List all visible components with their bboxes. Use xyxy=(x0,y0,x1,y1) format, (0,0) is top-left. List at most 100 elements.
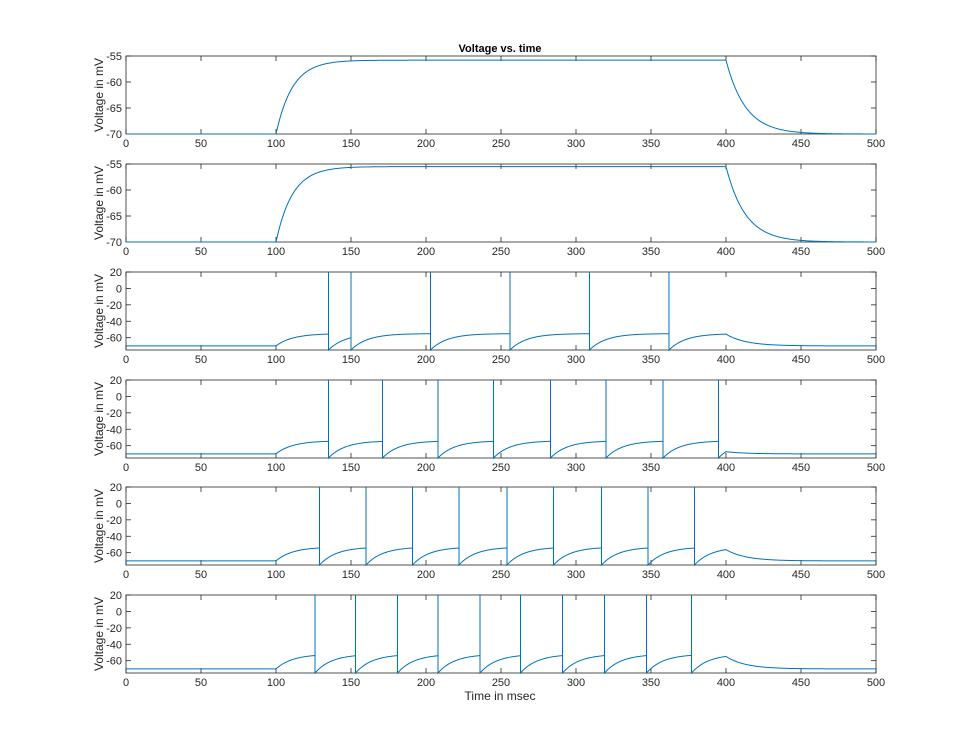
x-tick-label: 250 xyxy=(492,138,510,150)
x-tick-label: 400 xyxy=(717,138,735,150)
y-axis-label: Voltage in mV xyxy=(92,274,106,348)
x-tick-label: 200 xyxy=(417,677,435,689)
y-tick-label: -40 xyxy=(106,531,122,543)
y-tick-label: -60 xyxy=(106,656,122,668)
x-tick-label: 250 xyxy=(492,677,510,689)
x-tick-label: 450 xyxy=(792,246,810,258)
x-tick-label: 400 xyxy=(717,354,735,366)
x-tick-label: 400 xyxy=(717,677,735,689)
y-tick-label: -40 xyxy=(106,316,122,328)
x-tick-label: 100 xyxy=(267,246,285,258)
y-tick-label: -70 xyxy=(106,129,122,141)
y-tick-label: -40 xyxy=(106,424,122,436)
x-tick-label: 150 xyxy=(342,354,360,366)
x-tick-label: 500 xyxy=(867,354,885,366)
y-tick-label: 20 xyxy=(110,267,122,279)
voltage-trace-2 xyxy=(126,166,877,243)
x-tick-label: 300 xyxy=(567,246,585,258)
y-axis-label: Voltage in mV xyxy=(92,597,106,671)
x-tick-label: 250 xyxy=(492,569,510,581)
x-tick-label: 300 xyxy=(567,138,585,150)
y-tick-label: 20 xyxy=(110,375,122,387)
y-tick-label: -60 xyxy=(106,77,122,89)
y-tick-label: -60 xyxy=(106,548,122,560)
x-tick-label: 150 xyxy=(342,569,360,581)
x-tick-label: 100 xyxy=(267,354,285,366)
axes-box xyxy=(125,594,877,674)
x-tick-label: 500 xyxy=(867,677,885,689)
x-tick-label: 500 xyxy=(867,246,885,258)
voltage-trace-4 xyxy=(126,380,876,460)
x-tick-label: 200 xyxy=(417,354,435,366)
subplot-6: 0 50 100 150 200 250 300 350 400 450 500200-20-40-… xyxy=(92,590,885,689)
x-tick-label: 300 xyxy=(567,569,585,581)
x-tick-label: 0 xyxy=(123,246,129,258)
x-tick-label: 100 xyxy=(267,462,285,474)
subplot-4: 0 50 100 150 200 250 300 350 400 450 500200-20-40-… xyxy=(92,375,885,474)
x-tick-label: 450 xyxy=(792,677,810,689)
y-tick-label: 20 xyxy=(110,482,122,494)
y-tick-label: -20 xyxy=(106,623,122,635)
x-tick-label: 50 xyxy=(195,462,207,474)
x-tick-label: 0 xyxy=(123,138,129,150)
subplot-2: 0 50 100 150 200 250 300 350 400 450 500 -55 -60 -65 -… xyxy=(92,159,885,258)
axes-box xyxy=(125,379,877,459)
y-tick-label: -70 xyxy=(106,237,122,249)
y-axis-label: Voltage in mV xyxy=(92,382,106,456)
x-tick-label: 50 xyxy=(195,677,207,689)
voltage-trace-6 xyxy=(126,595,876,675)
y-tick-label: 20 xyxy=(110,590,122,602)
subplot-3: 0 50 100 150 200 250 300 350 400 450 500200-20-40-… xyxy=(92,267,885,366)
x-tick-label: 150 xyxy=(342,246,360,258)
x-tick-label: 200 xyxy=(417,246,435,258)
x-tick-label: 400 xyxy=(717,462,735,474)
x-tick-label: 50 xyxy=(195,138,207,150)
chart-title: Voltage vs. time xyxy=(459,43,542,55)
x-tick-label: 150 xyxy=(342,138,360,150)
axes-box xyxy=(125,271,877,351)
x-tick-label: 50 xyxy=(195,569,207,581)
subplot-5: 0 50 100 150 200 250 300 350 400 450 500200-20-40-… xyxy=(92,482,885,581)
x-tick-label: 300 xyxy=(567,677,585,689)
x-tick-label: 350 xyxy=(642,354,660,366)
x-tick-label: 350 xyxy=(642,138,660,150)
y-tick-label: 0 xyxy=(116,391,122,403)
x-tick-label: 0 xyxy=(123,569,129,581)
x-tick-label: 0 xyxy=(123,354,129,366)
subplot-1: 0 50 100 150 200 250 300 350 400 450 500 -55 -60 -65 -… xyxy=(92,51,885,150)
y-tick-label: 0 xyxy=(116,498,122,510)
y-tick-label: -60 xyxy=(106,185,122,197)
x-tick-label: 350 xyxy=(642,677,660,689)
x-tick-label: 250 xyxy=(492,246,510,258)
y-axis-label: Voltage in mV xyxy=(92,58,106,132)
y-tick-label: -65 xyxy=(106,103,122,115)
y-tick-label: 0 xyxy=(116,606,122,618)
voltage-trace-3 xyxy=(126,272,876,352)
voltage-trace-1 xyxy=(126,59,877,135)
x-tick-label: 50 xyxy=(195,246,207,258)
x-tick-label: 150 xyxy=(342,462,360,474)
x-tick-label: 200 xyxy=(417,462,435,474)
x-tick-label: 0 xyxy=(123,462,129,474)
y-tick-label: -20 xyxy=(106,515,122,527)
x-tick-label: 250 xyxy=(492,354,510,366)
subplot-stack: 0 50 100 150 200 250 300 350 400 450 500-55-60-65-… xyxy=(92,51,885,689)
x-tick-label: 50 xyxy=(195,354,207,366)
y-axis-label: Voltage in mV xyxy=(92,166,106,240)
x-tick-label: 500 xyxy=(867,462,885,474)
x-tick-label: 350 xyxy=(642,462,660,474)
x-tick-label: 450 xyxy=(792,569,810,581)
x-tick-label: 400 xyxy=(717,246,735,258)
y-tick-label: -60 xyxy=(106,333,122,345)
x-tick-label: 150 xyxy=(342,677,360,689)
y-tick-label: -55 xyxy=(106,159,122,171)
x-tick-label: 500 xyxy=(867,138,885,150)
axes-box xyxy=(125,55,877,135)
x-tick-label: 400 xyxy=(717,569,735,581)
y-tick-label: -20 xyxy=(106,408,122,420)
y-tick-label: -40 xyxy=(106,639,122,651)
x-tick-label: 500 xyxy=(867,569,885,581)
y-tick-label: 0 xyxy=(116,283,122,295)
axes-box xyxy=(125,163,877,243)
